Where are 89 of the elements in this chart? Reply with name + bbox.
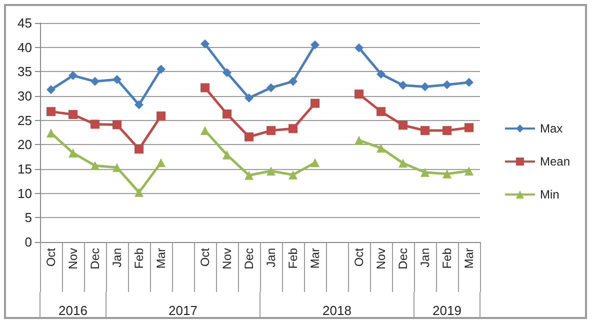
point [288, 124, 298, 134]
point [464, 166, 474, 176]
point [134, 144, 144, 154]
point [310, 158, 320, 168]
point [46, 85, 56, 94]
x-tick-label: Oct [44, 247, 58, 267]
point [288, 76, 298, 86]
point [354, 136, 364, 145]
legend-label: Mean [540, 154, 570, 168]
point [420, 168, 430, 177]
point [266, 83, 276, 92]
point [90, 120, 100, 129]
point [420, 126, 430, 136]
y-tick-label: 35 [18, 64, 32, 80]
point [266, 126, 276, 136]
y-tick-label: 25 [18, 112, 32, 128]
legend-label: Min [540, 188, 560, 202]
point [112, 163, 122, 172]
point [68, 71, 78, 80]
y-tick-label: 20 [18, 137, 32, 152]
x-tick-label: Nov [374, 248, 388, 270]
point [156, 111, 166, 120]
x-tick-label: Jan [264, 248, 278, 268]
point [112, 120, 122, 130]
point [244, 132, 254, 142]
point [90, 76, 100, 86]
y-tick-label: 45 [18, 16, 32, 30]
point [442, 80, 452, 90]
point [156, 158, 166, 168]
text: 2017 [168, 303, 198, 318]
point [112, 74, 122, 84]
point [354, 43, 364, 52]
point [310, 40, 320, 50]
point [442, 126, 452, 136]
point [310, 98, 320, 108]
point [244, 170, 254, 180]
x-tick-label: Mar [462, 248, 476, 269]
point [200, 39, 210, 48]
x-tick-label: Oct [198, 247, 212, 267]
point [156, 64, 166, 74]
point [68, 110, 78, 119]
x-tick-label: Oct [352, 247, 366, 267]
x-tick-label: Feb [132, 248, 146, 269]
x-tick-label: Nov [66, 248, 80, 270]
y-tick-label: 5 [24, 210, 32, 226]
point [90, 161, 100, 170]
x-tick-label: Mar [308, 248, 322, 269]
point [376, 70, 386, 79]
point [442, 169, 452, 178]
point [46, 107, 56, 116]
point [244, 93, 254, 102]
point [46, 128, 56, 138]
text: 2019 [432, 303, 462, 318]
x-tick-label: Jan [110, 248, 124, 268]
x-tick-label: Feb [286, 248, 300, 269]
text: 2016 [58, 303, 88, 318]
y-tick-label: 30 [18, 88, 32, 104]
legend-label: Max [540, 122, 563, 136]
point [68, 148, 78, 158]
x-tick-label: Jan [418, 248, 432, 268]
point [266, 166, 276, 176]
x-tick-label: Dec [242, 248, 256, 270]
point [134, 188, 144, 197]
point [464, 123, 474, 132]
text: 2018 [322, 303, 352, 318]
point [200, 126, 210, 136]
point [376, 144, 386, 153]
x-tick-label: Nov [220, 248, 234, 270]
point [420, 82, 430, 92]
point [134, 100, 144, 110]
x-tick-label: Mar [154, 248, 168, 269]
point [398, 158, 408, 168]
point [222, 68, 232, 78]
y-tick-label: 10 [18, 186, 32, 201]
point [222, 110, 232, 119]
y-tick-label: 15 [18, 162, 32, 176]
y-tick-label: 0 [24, 234, 32, 250]
y-tick-label: 40 [18, 40, 32, 55]
point [200, 83, 210, 92]
x-tick-label: Dec [88, 248, 102, 270]
x-tick-label: Feb [440, 248, 454, 269]
point [222, 150, 232, 160]
point [464, 78, 474, 87]
point [398, 120, 408, 130]
point [354, 90, 364, 99]
x-tick-label: Dec [396, 248, 410, 270]
point [376, 107, 386, 116]
point [288, 170, 298, 180]
point [398, 80, 408, 90]
